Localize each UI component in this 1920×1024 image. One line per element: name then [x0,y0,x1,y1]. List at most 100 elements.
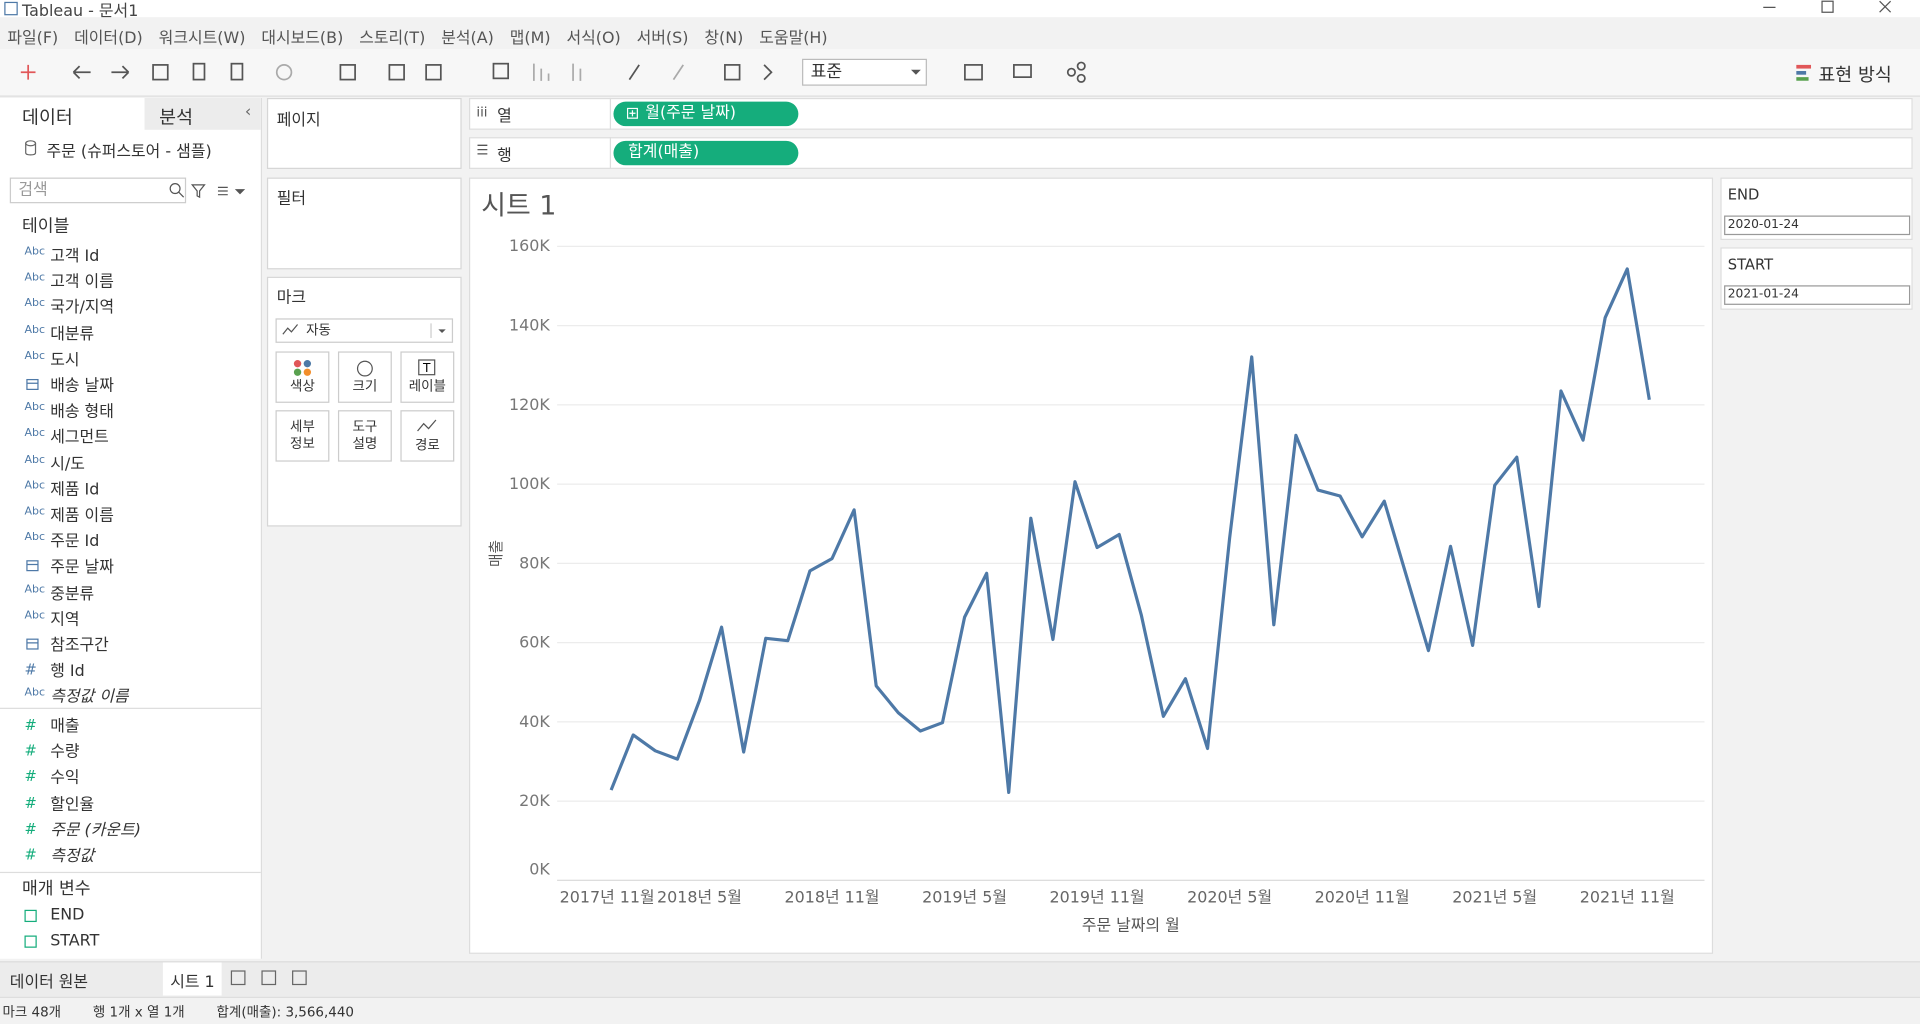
sheet-tab[interactable]: 시트 1 [170,973,215,992]
menu-item[interactable]: 서버(S) [636,29,689,48]
marks-button[interactable]: 세부 정보 [275,410,330,462]
menu-item[interactable]: 스토리(T) [359,29,426,48]
chart-title: 시트 1 [481,190,556,221]
shelf-divider [609,137,612,169]
menu-item[interactable]: 분석(A) [441,29,494,48]
marks-button-label: 레이블 [408,378,446,395]
field[interactable]: 중분류 [50,584,95,604]
marks-button-label: 크기 [352,378,378,395]
y-tick-label: 140K [509,316,550,335]
parameter-icon [24,909,37,923]
menu-item[interactable]: 서식(O) [566,29,621,48]
collapse-button[interactable]: ‹ [244,102,252,122]
field-type-icon: Abc [24,349,46,363]
filters-label: 필터 [276,189,307,209]
field[interactable]: 지역 [50,610,80,630]
field[interactable]: 주문 날짜 [50,558,114,578]
pages-shelf[interactable] [266,97,462,169]
menu-item[interactable]: 맵(M) [509,29,551,48]
toolbar [0,48,1920,97]
data-pane [0,97,263,959]
rows-pill[interactable]: 합계(매출) [613,140,799,166]
data-source[interactable]: 주문 (슈퍼스토어 - 샘플) [46,143,212,162]
y-tick-label: 20K [519,791,550,810]
y-axis-title: 매출 [488,540,505,567]
menu-bar: 파일(F) 데이터(D) 워크시트(W) 대시보드(B) 스토리(T) 분석(A) 맵(M)… [7,24,827,47]
marks-button[interactable]: 도구 설명 [337,410,392,462]
field[interactable]: 세그먼트 [50,429,109,448]
menu-item[interactable]: 도움말(H) [759,29,828,48]
data-tab[interactable]: 데이터 [22,106,73,129]
parameter-icon [24,935,37,948]
mark-type-dropdown[interactable]: 자동 [275,318,454,343]
x-tick-label: 2021년 11월 [1580,887,1675,906]
field[interactable]: 주문 (카운트) [50,821,141,840]
marks-button[interactable]: 색상 [275,351,330,403]
parameters-heading: 매개 변수 [22,879,91,899]
field[interactable]: 고객 이름 [50,273,114,292]
menu-item[interactable]: 파일(F) [7,29,59,48]
field-type-icon: Abc [24,323,46,337]
columns-pill[interactable]: 월(주문 날짜) [613,101,799,127]
field[interactable]: 제품 Id [50,480,100,500]
marks-button[interactable]: 크기 [337,351,392,403]
x-tick-label: 2019년 11월 [1050,887,1145,906]
parameter-input[interactable]: 2020-01-24 [1724,215,1911,236]
field[interactable]: 측정값 이름 [50,688,129,708]
field[interactable]: 국가/지역 [50,299,115,318]
menu-item[interactable]: 데이터(D) [74,29,143,48]
search-box[interactable]: 검색 [9,177,187,204]
field[interactable]: 주문 Id [50,532,100,552]
window-controls[interactable] [1751,0,1910,17]
field[interactable]: 제품 이름 [50,506,114,526]
tables-heading: 테이블 [22,216,70,237]
menu-item[interactable]: 대시보드(B) [261,29,344,48]
field[interactable]: 참조구간 [50,636,109,656]
field[interactable]: 배송 날짜 [50,377,114,396]
parameter[interactable]: END [50,906,85,925]
field-type-icon: # [24,661,37,679]
app-icon [4,1,18,16]
field[interactable]: 대분류 [50,325,95,344]
marks-button[interactable]: 경로 [400,410,455,462]
field[interactable]: 측정값 [50,847,95,866]
new-sheet-buttons[interactable] [228,967,314,989]
marks-icon [293,360,312,376]
show-me-button[interactable]: 표현 방식 [1818,63,1892,86]
filters-shelf[interactable] [266,177,462,270]
marks-button[interactable]: T 레이블 [400,351,455,403]
field[interactable]: 수량 [50,743,80,762]
parameter-input[interactable]: 2021-01-24 [1724,285,1911,305]
y-tick-label: 40K [519,712,550,731]
marks-button-label: 세부 정보 [290,418,315,452]
field[interactable]: 수익 [50,769,80,788]
fit-dropdown[interactable]: 표준 [802,58,927,86]
marks-label: 마크 [276,288,307,308]
menu-item[interactable]: 워크시트(W) [158,29,246,48]
field-type-icon: Abc [24,609,46,622]
field-type-icon: # [24,716,37,734]
data-source-tab[interactable]: 데이터 원본 [9,973,89,992]
field[interactable]: 도시 [50,351,80,370]
view [468,177,1714,954]
field[interactable]: 고객 Id [50,247,100,266]
status-items: 마크 48개 행 1개 x 열 1개 합계(매출): 3,566,440 [2,1002,354,1022]
field[interactable]: 행 Id [50,662,85,682]
field[interactable]: 매출 [50,717,80,736]
parameter[interactable]: START [50,932,100,951]
y-tick-label: 60K [519,633,550,652]
sheet-tab-bar [0,961,1920,997]
status-text: 행 1개 x 열 1개 [92,1004,185,1020]
analysis-tab[interactable]: 분석 [159,106,193,129]
status-bar [0,996,1920,1024]
field[interactable]: 시/도 [50,455,85,474]
field[interactable]: 배송 형태 [50,403,114,422]
date-icon [26,638,39,650]
field-type-icon: Abc [24,505,46,518]
columns-icon: iii [476,104,488,120]
field-type-icon: # [24,742,37,760]
field[interactable]: 할인율 [50,795,95,814]
marks-icon [417,419,437,432]
menu-item[interactable]: 창(N) [704,29,744,48]
